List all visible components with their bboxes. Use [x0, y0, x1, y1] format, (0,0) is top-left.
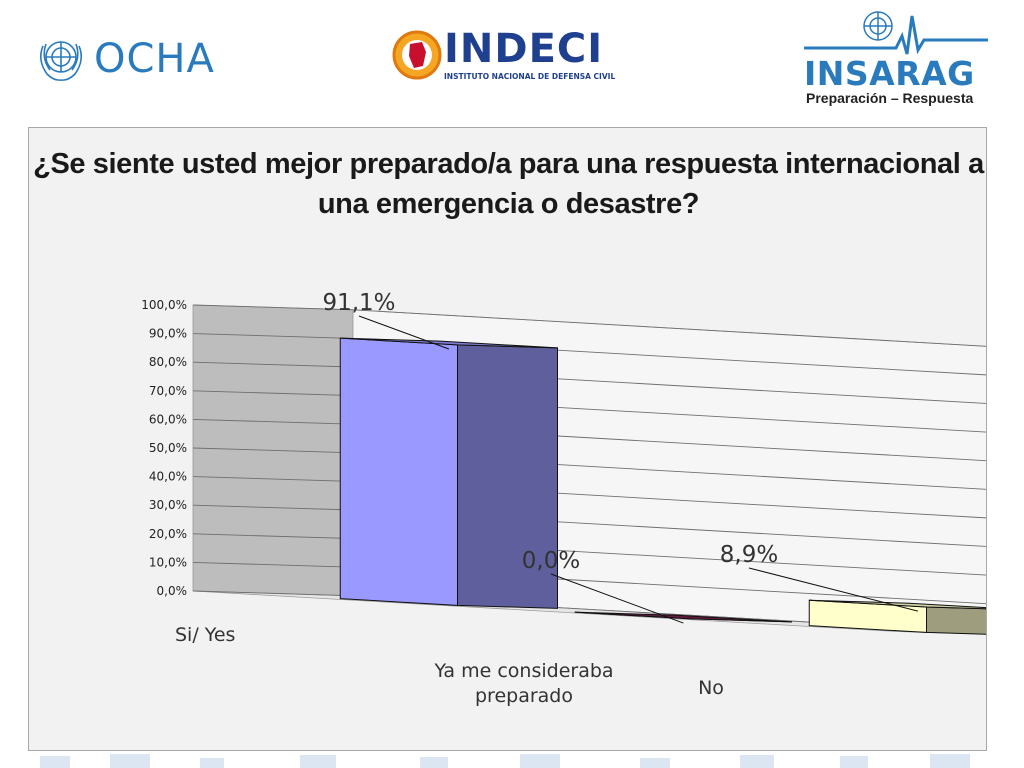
- un-emblem-icon: [39, 41, 83, 81]
- y-tick-label: 0,0%: [157, 584, 188, 598]
- data-label: 8,9%: [720, 542, 778, 568]
- y-tick-label: 50,0%: [149, 441, 187, 455]
- y-tick-label: 90,0%: [149, 327, 187, 341]
- y-tick-label: 40,0%: [149, 470, 187, 484]
- bar-top: [340, 337, 558, 349]
- insarag-tagline: Preparación – Respuesta: [806, 90, 974, 106]
- header: OCHA INDECI INSTITUTO NACIONAL DE DEFENS…: [0, 0, 1024, 120]
- category-label: No: [698, 677, 724, 699]
- bar-chart: 0,0% 10,0% 20,0% 30,0% 40,0% 50,0% 60,0% 70,0% 8…: [141, 290, 986, 707]
- footer-watermark: [40, 754, 970, 768]
- data-label: 0,0%: [522, 548, 580, 574]
- bar-side: [926, 606, 986, 635]
- chart-title: ¿Se siente usted mejor preparado/a para …: [33, 148, 984, 220]
- data-label-leader: [358, 315, 450, 350]
- y-tick-label: 30,0%: [149, 498, 187, 512]
- y-tick-label: 80,0%: [149, 355, 187, 369]
- data-label: 91,1%: [322, 290, 395, 316]
- data-label-leader: [550, 573, 684, 624]
- ocha-logo: OCHA: [32, 30, 232, 86]
- indeci-seal-icon: [392, 30, 442, 80]
- y-tick-label: 20,0%: [149, 527, 187, 541]
- y-tick-label: 60,0%: [149, 412, 187, 426]
- gridline: [192, 304, 986, 347]
- indeci-logo: INDECI INSTITUTO NACIONAL DE DEFENSA CIV…: [392, 24, 615, 88]
- insarag-name: INSARAG: [804, 54, 975, 93]
- category-label: Si/ Yes: [175, 624, 235, 646]
- insarag-logo: INSARAG Preparación – Respuesta: [800, 6, 992, 110]
- data-label-leader: [748, 567, 918, 612]
- bar-top: [574, 611, 793, 623]
- category-label: Ya me consideraba preparado: [433, 660, 613, 707]
- indeci-subtitle: INSTITUTO NACIONAL DE DEFENSA CIVIL: [444, 72, 616, 81]
- chart-panel: ¿Se siente usted mejor preparado/a para …: [28, 127, 987, 751]
- y-tick-label: 100,0%: [141, 298, 187, 312]
- bar-top: [809, 599, 986, 610]
- indeci-name: INDECI: [444, 26, 604, 72]
- y-tick-label: 10,0%: [149, 555, 187, 569]
- y-tick-label: 70,0%: [149, 384, 187, 398]
- bar-front: [339, 337, 458, 606]
- ocha-text: OCHA: [94, 36, 215, 82]
- un-emblem-icon: [804, 11, 988, 55]
